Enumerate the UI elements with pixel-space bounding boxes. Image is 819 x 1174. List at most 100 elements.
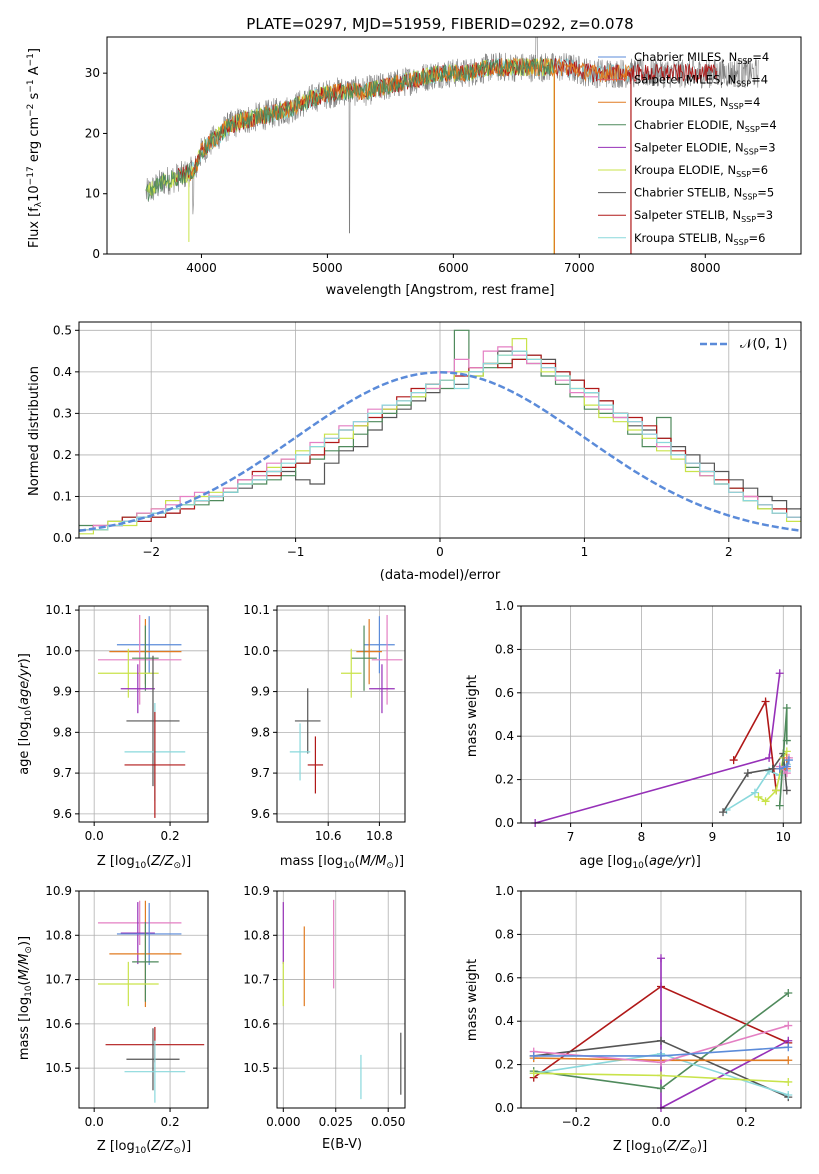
model-spectrum-line	[188, 57, 632, 181]
x-tick-label: 0.000	[266, 1115, 300, 1129]
spectrum-lines	[145, 37, 759, 254]
x-tick-label: 7000	[564, 261, 595, 275]
weight-vs-z-ylabel: mass weight	[465, 959, 480, 1041]
y-tick-label: 10.8	[243, 928, 270, 942]
x-tick-label: 5000	[312, 261, 343, 275]
x-tick-label: 0.2	[736, 1115, 755, 1129]
legend-label: Salpeter MILES, NSSP=4	[634, 73, 768, 89]
x-tick-label: 7	[567, 830, 575, 844]
spectrum-legend: Chabrier MILES, NSSP=4 Salpeter MILES, NS…	[598, 50, 777, 247]
weight-point-marker	[775, 801, 784, 810]
y-tick-label: 10.9	[45, 884, 72, 898]
y-tick-label: 0.2	[495, 1058, 514, 1072]
errorbar-group	[282, 899, 402, 1100]
mass-vs-ebv-plot-area: 0.000 0.025 0.050 10.5 10.6 10.7 10.8 10.9	[243, 884, 406, 1129]
legend-label: Chabrier ELODIE, NSSP=4	[634, 118, 777, 134]
weight-point-marker	[729, 756, 738, 765]
errorbar-group	[97, 614, 186, 818]
weight-point-marker	[784, 988, 793, 997]
y-tick-label: 0.3	[53, 406, 72, 420]
mass-vs-ebv-xlabel: E(B-V)	[322, 1137, 362, 1152]
x-tick-label: 0.0	[85, 829, 104, 843]
errorbar-group	[97, 900, 205, 1103]
legend-label: Kroupa ELODIE, NSSP=6	[634, 163, 768, 179]
y-tick-label: 0.8	[495, 927, 514, 941]
histogram-series	[79, 350, 801, 531]
x-tick-label: 0.0	[85, 1115, 104, 1129]
y-tick-label: 0.4	[495, 729, 514, 743]
x-tick-label: 0	[436, 545, 444, 559]
x-tick-label: 0.2	[161, 1115, 180, 1129]
errorbar-group	[289, 614, 403, 794]
histogram-plot-area: −2 −1 0 1 2 0.0 0.1 0.2 0.3 0.4 0.5	[53, 321, 802, 559]
age-vs-mass-xlabel: mass [log10(M/M⊙)]	[280, 854, 404, 871]
y-tick-label: 0.6	[495, 686, 514, 700]
weight-vs-z-panel: −0.2 0.0 0.2 0.0 0.2 0.4 0.6 0.8 1.0 Z [log10(Z/…	[465, 884, 802, 1156]
weight-vs-z-xlabel: Z [log10(Z/Z⊙)]	[613, 1139, 707, 1156]
age-vs-z-plot-area: 0.0 0.2 9.6 9.7 9.8 9.9 10.0 10.1	[45, 603, 209, 843]
weight-vs-z-plot-area: −0.2 0.0 0.2 0.0 0.2 0.4 0.6 0.8 1.0	[495, 884, 802, 1129]
x-tick-label: 1	[581, 545, 589, 559]
weight-vs-age-ylabel: mass weight	[465, 675, 480, 757]
weight-point-marker	[761, 697, 770, 706]
y-tick-label: 1.0	[495, 599, 514, 613]
weight-vs-age-xlabel: age [log10(age/yr)]	[579, 854, 701, 871]
age-vs-z-ylabel: age [log10(age/yr)]	[17, 653, 34, 775]
mass-vs-ebv-panel: 0.000 0.025 0.050 10.5 10.6 10.7 10.8 10.9 E(B-…	[243, 884, 406, 1152]
y-tick-label: 10.7	[243, 973, 270, 987]
y-tick-label: 30	[85, 66, 100, 80]
x-tick-label: −2	[142, 545, 160, 559]
age-vs-mass-panel: 10.6 10.8 9.6 9.7 9.8 9.9 10.0 10.1 mass [log10…	[243, 603, 406, 871]
y-tick-label: 0.0	[53, 531, 72, 545]
x-tick-label: 8	[638, 830, 646, 844]
age-vs-mass-plot-area: 10.6 10.8 9.6 9.7 9.8 9.9 10.0 10.1	[243, 603, 406, 843]
x-tick-label: −1	[287, 545, 305, 559]
y-tick-label: 9.8	[53, 725, 72, 739]
weight-point-marker	[784, 1056, 793, 1065]
y-tick-label: 10.5	[243, 1061, 270, 1075]
weight-point-marker	[761, 797, 770, 806]
y-tick-label: 9.6	[251, 807, 270, 821]
y-tick-label: 10.6	[243, 1017, 270, 1031]
axes-frame	[520, 605, 802, 824]
spectrum-panel: PLATE=0297, MJD=51959, FIBERID=0292, z=0…	[26, 15, 802, 298]
y-tick-label: 20	[85, 126, 100, 140]
y-tick-label: 0.4	[495, 1014, 514, 1028]
weight-point-marker	[768, 764, 777, 773]
weight-point-marker	[657, 1051, 665, 1060]
y-tick-label: 10.0	[243, 644, 270, 658]
weight-point-marker	[784, 1021, 793, 1030]
y-tick-label: 10.0	[45, 644, 72, 658]
legend-label: Chabrier STELIB, NSSP=5	[634, 186, 774, 202]
weight-point-marker	[784, 756, 793, 765]
x-tick-label: 0.050	[371, 1115, 405, 1129]
axes-frame	[78, 321, 802, 539]
y-tick-label: 10.9	[243, 884, 270, 898]
weight-point-marker	[784, 1043, 793, 1052]
histogram-panel: −2 −1 0 1 2 0.0 0.1 0.2 0.3 0.4 0.5 (data-model)/e…	[27, 321, 802, 583]
x-tick-label: 0.025	[319, 1115, 353, 1129]
weight-point-marker	[657, 954, 665, 963]
gaussian-legend-label: 𝒩(0, 1)	[740, 337, 787, 352]
axes-frame	[520, 890, 802, 1109]
x-tick-label: −0.2	[562, 1115, 591, 1129]
weight-point-marker	[743, 769, 752, 778]
weight-point-marker	[775, 669, 784, 678]
y-tick-label: 0.8	[495, 642, 514, 656]
axes-frame	[78, 605, 209, 823]
y-tick-label: 10	[85, 187, 100, 201]
y-tick-label: 9.7	[251, 766, 270, 780]
legend-label: Chabrier MILES, NSSP=4	[634, 50, 769, 66]
y-tick-label: 0.1	[53, 489, 72, 503]
x-tick-label: 4000	[186, 261, 217, 275]
weight-point-marker	[784, 1077, 793, 1086]
y-tick-label: 0.2	[495, 773, 514, 787]
weight-vs-age-plot-area: 7 8 9 10 0.0 0.2 0.4 0.6 0.8 1.0	[495, 599, 802, 844]
weight-vs-age-panel: 7 8 9 10 0.0 0.2 0.4 0.6 0.8 1.0 age [log10(age/y…	[465, 599, 802, 871]
x-tick-label: 6000	[438, 261, 469, 275]
axes-frame	[78, 890, 209, 1109]
weight-point-marker	[529, 1069, 538, 1078]
y-tick-label: 10.5	[45, 1061, 72, 1075]
weight-point-marker	[782, 703, 791, 712]
